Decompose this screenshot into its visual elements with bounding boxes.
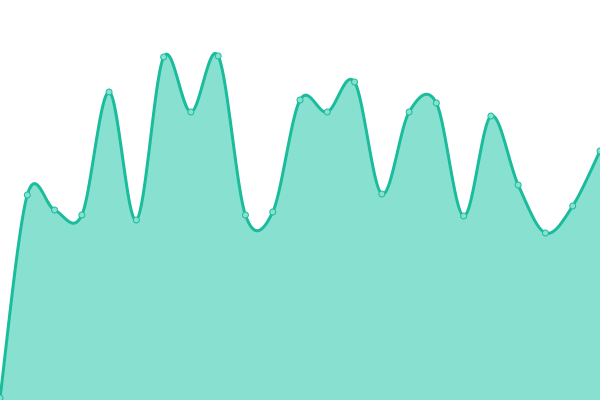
data-point-20 (541, 229, 549, 237)
data-point-5 (132, 216, 140, 224)
data-point-22 (596, 147, 600, 155)
data-point-21 (569, 202, 577, 210)
data-point-3 (78, 211, 86, 219)
data-point-13 (351, 78, 359, 86)
data-point-1 (23, 191, 31, 199)
data-points (0, 52, 600, 400)
data-point-9 (241, 211, 249, 219)
data-point-17 (460, 212, 468, 220)
data-point-18 (487, 112, 495, 120)
data-point-0 (0, 394, 4, 400)
area-fill (0, 53, 600, 400)
data-point-4 (105, 88, 113, 96)
data-point-19 (514, 181, 522, 189)
data-point-8 (214, 52, 222, 60)
data-point-12 (323, 108, 331, 116)
data-point-11 (296, 96, 304, 104)
data-point-15 (405, 108, 413, 116)
data-point-7 (187, 108, 195, 116)
data-point-2 (51, 206, 59, 214)
data-point-16 (432, 99, 440, 107)
series-line (0, 51, 600, 399)
data-point-10 (269, 208, 277, 216)
data-point-6 (160, 53, 168, 61)
data-point-14 (378, 190, 386, 198)
